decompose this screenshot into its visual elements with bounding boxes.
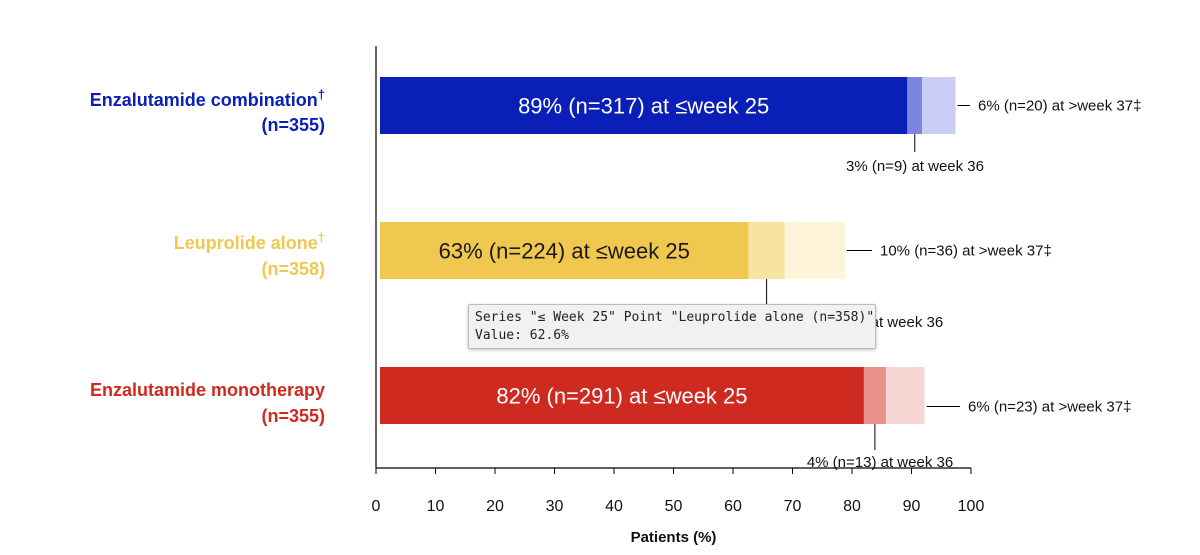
tooltip-value-line: Value: 62.6% — [475, 328, 569, 343]
tooltip-series-line: Series "≤ Week 25" Point "Leuprolide alo… — [475, 310, 875, 325]
segment-annotation: 10% (n=36) at >week 37‡ — [880, 243, 1052, 260]
segment-annotation: 6% (n=23) at >week 37‡ — [968, 399, 1131, 416]
x-tick-label: 10 — [427, 498, 445, 515]
bar-segment — [863, 367, 886, 424]
bar-segment — [907, 77, 923, 134]
x-tick-label: 100 — [958, 498, 985, 515]
bar-segment — [380, 222, 749, 279]
category-n-label: (n=355) — [261, 115, 325, 135]
bar-value-label: 89% (n=317) at ≤week 25 — [518, 94, 769, 119]
category-label: Leuprolide alone† — [174, 230, 325, 253]
x-tick-label: 80 — [843, 498, 861, 515]
bar-segment — [380, 77, 908, 134]
bar-segment — [784, 222, 845, 279]
x-tick-label: 20 — [486, 498, 504, 515]
bar-segment — [748, 222, 785, 279]
x-tick-label: 0 — [372, 498, 381, 515]
x-tick-label: 50 — [665, 498, 683, 515]
category-label: Enzalutamide monotherapy — [90, 380, 325, 400]
bar-value-label: 63% (n=224) at ≤week 25 — [439, 239, 690, 264]
x-axis-label: Patients (%) — [631, 529, 717, 546]
bar-segment — [922, 77, 956, 134]
bar-segment — [380, 367, 864, 424]
x-tick-label: 30 — [546, 498, 564, 515]
x-tick-label: 40 — [605, 498, 623, 515]
category-label: Enzalutamide combination† — [90, 87, 325, 110]
chart-tooltip: Series "≤ Week 25" Point "Leuprolide alo… — [468, 304, 876, 349]
segment-annotation: 3% (n=9) at week 36 — [846, 158, 984, 175]
x-tick-label: 70 — [784, 498, 802, 515]
bar-value-label: 82% (n=291) at ≤week 25 — [496, 384, 747, 409]
category-n-label: (n=358) — [261, 259, 325, 279]
bar-segment — [885, 367, 925, 424]
category-n-label: (n=355) — [261, 406, 325, 426]
segment-annotation: 4% (n=13) at week 36 — [807, 454, 953, 471]
x-tick-label: 60 — [724, 498, 742, 515]
x-tick-label: 90 — [903, 498, 921, 515]
segment-annotation: 6% (n=20) at >week 37‡ — [978, 98, 1141, 115]
